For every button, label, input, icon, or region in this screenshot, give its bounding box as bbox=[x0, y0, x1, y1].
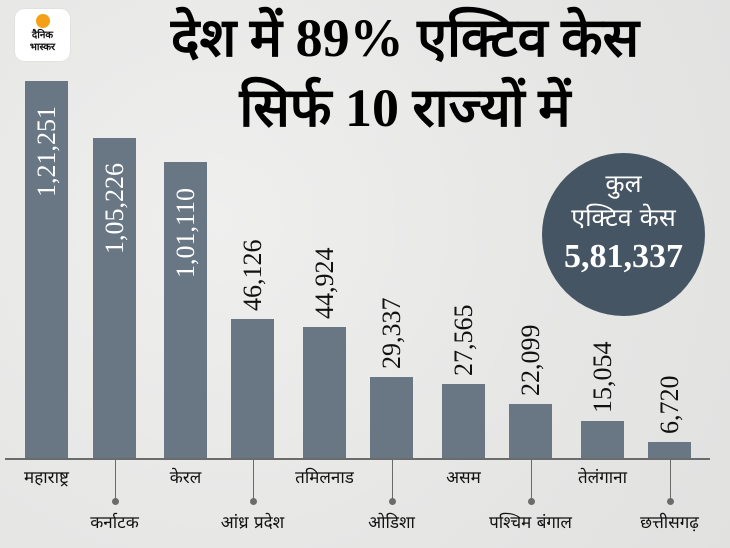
bar bbox=[303, 327, 346, 459]
category-label: तेलंगाना bbox=[577, 468, 628, 488]
label-connector-line bbox=[531, 459, 532, 501]
chart-title-line2: सिर्फ 10 राज्यों में bbox=[239, 78, 571, 138]
category-label: तमिलनाड bbox=[295, 468, 354, 488]
bar bbox=[648, 442, 691, 459]
category-label: कर्नाटक bbox=[90, 513, 139, 533]
bar bbox=[442, 384, 485, 459]
label-connector-line bbox=[392, 459, 393, 501]
category-label: केरल bbox=[169, 468, 202, 488]
total-label-line2: एक्टिव केस bbox=[571, 203, 676, 232]
bar bbox=[370, 377, 413, 459]
bar-value-label: 27,565 bbox=[449, 304, 478, 377]
logo-text-line2: भास्कर bbox=[29, 42, 56, 53]
total-label-line1: कुल bbox=[605, 169, 642, 198]
connector-dot bbox=[250, 498, 257, 505]
category-label: छत्तीसगढ़ bbox=[640, 513, 699, 533]
x-axis-line bbox=[5, 458, 710, 460]
bar-value-label: 6,720 bbox=[655, 375, 684, 435]
connector-dot bbox=[528, 498, 535, 505]
bar bbox=[231, 319, 274, 459]
dainik-bhaskar-logo: दैनिक भास्कर bbox=[15, 9, 70, 61]
chart-title-line1: देश में 89% एक्टिव केस bbox=[170, 8, 640, 68]
bar-value-label: 46,126 bbox=[238, 239, 267, 312]
bar bbox=[25, 81, 68, 459]
bar-value-label: 29,337 bbox=[377, 297, 406, 370]
bar-value-label: 22,099 bbox=[516, 324, 545, 397]
bar bbox=[581, 421, 624, 459]
bar-value-label: 1,01,110 bbox=[171, 187, 200, 278]
sun-icon bbox=[36, 14, 50, 28]
connector-dot bbox=[389, 498, 396, 505]
label-connector-line bbox=[253, 459, 254, 501]
bar bbox=[93, 138, 136, 459]
bar-value-label: 15,054 bbox=[588, 341, 617, 414]
total-value: 5,81,337 bbox=[564, 238, 683, 275]
bar-value-label: 1,05,226 bbox=[100, 163, 129, 254]
category-label: महाराष्ट्र bbox=[24, 468, 69, 488]
bar bbox=[164, 162, 207, 459]
connector-dot bbox=[112, 498, 119, 505]
bar bbox=[509, 404, 552, 459]
label-connector-line bbox=[115, 459, 116, 501]
category-label: असम bbox=[446, 468, 481, 488]
label-connector-line bbox=[670, 459, 671, 501]
logo-text-line1: दैनिक bbox=[31, 30, 54, 41]
category-label: ओडिशा bbox=[368, 513, 415, 533]
bar-value-label: 1,21,251 bbox=[32, 106, 61, 197]
category-label: पश्चिम बंगाल bbox=[489, 513, 572, 533]
connector-dot bbox=[667, 498, 674, 505]
category-label: आंध्र प्रदेश bbox=[220, 513, 285, 533]
total-active-cases-badge: कुल एक्टिव केस 5,81,337 bbox=[542, 153, 705, 316]
bar-value-label: 44,924 bbox=[310, 247, 339, 320]
